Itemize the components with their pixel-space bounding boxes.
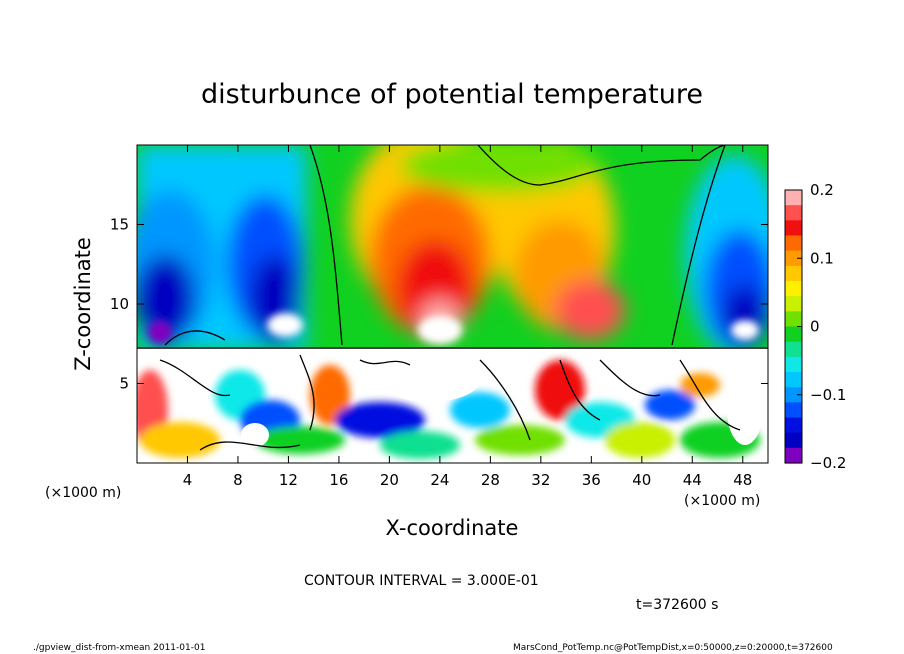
lower-contours (159, 354, 741, 451)
y-axis-label: Z-coordinate (71, 237, 95, 371)
y-ticks: 5 10 15 (110, 216, 768, 393)
colorbar-cell (785, 281, 802, 297)
colorbar-cell (785, 235, 802, 252)
upper-field-highlights (148, 313, 759, 344)
colorbar-cell (785, 447, 802, 464)
contour-interval-text: CONTOUR INTERVAL = 3.000E-01 (304, 573, 539, 589)
zero-contour-top (477, 145, 726, 186)
colorbar: 0.2 0.1 0 −0.1 −0.2 (784, 181, 846, 472)
colorbar-cell (785, 250, 802, 267)
y-tick-label: 5 (119, 375, 129, 393)
y-tick-label: 15 (110, 216, 129, 234)
colorbar-cell (785, 432, 802, 449)
colorbar-cell (785, 220, 802, 237)
colorbar-cell (785, 190, 802, 206)
zero-contour-left (309, 145, 343, 346)
plot-area (137, 145, 768, 463)
colorbar-cell (785, 296, 802, 312)
x-tick-label: 8 (233, 471, 243, 489)
colorbar-tick-label: 0.1 (810, 249, 834, 267)
time-text: t=372600 s (636, 597, 718, 613)
colorbar-cell (785, 356, 802, 373)
colorbar-cell (785, 402, 802, 419)
colorbar-cell (785, 326, 802, 343)
x-unit-label-right: (×1000 m) (684, 493, 760, 509)
x-tick-label: 24 (430, 471, 449, 489)
x-ticks: 4 8 12 16 20 24 28 32 36 40 44 48 (183, 145, 752, 489)
x-axis-label: X-coordinate (386, 516, 519, 540)
x-tick-label: 32 (531, 471, 550, 489)
colorbar-cells (785, 190, 802, 464)
colorbar-tick-label: −0.2 (810, 454, 846, 472)
colorbar-tick-label: −0.1 (810, 386, 846, 404)
colorbar-cell (785, 417, 802, 434)
colorbar-cell (785, 205, 802, 221)
zero-contour-small (164, 330, 226, 346)
x-unit-label-left: (×1000 m) (45, 485, 121, 501)
x-tick-label: 16 (329, 471, 348, 489)
colorbar-cell (785, 265, 802, 282)
contour-lines (137, 145, 768, 451)
colorbar-tick-label: 0.2 (810, 181, 834, 199)
x-tick-label: 4 (183, 471, 193, 489)
x-tick-label: 48 (733, 471, 752, 489)
colorbar-ticks: 0.2 0.1 0 −0.1 −0.2 (797, 181, 846, 472)
colorbar-cell (785, 341, 802, 358)
colorbar-cell (785, 311, 802, 328)
x-tick-label: 44 (683, 471, 702, 489)
zero-contour-right (671, 145, 726, 346)
colorbar-tick-label: 0 (810, 318, 820, 336)
colorbar-cell (785, 372, 802, 388)
y-tick-label: 10 (110, 295, 129, 313)
footer-left: ./gpview_dist-from-xmean 2011-01-01 (33, 643, 205, 653)
x-tick-label: 40 (632, 471, 651, 489)
colorbar-cell (785, 387, 802, 403)
x-tick-label: 12 (279, 471, 298, 489)
lower-field (137, 347, 768, 463)
x-tick-label: 36 (582, 471, 601, 489)
x-tick-label: 28 (481, 471, 500, 489)
chart-title: disturbunce of potential temperature (201, 79, 703, 110)
x-tick-label: 20 (380, 471, 399, 489)
footer-right: MarsCond_PotTemp.nc@PotTempDist,x=0:5000… (513, 643, 833, 653)
